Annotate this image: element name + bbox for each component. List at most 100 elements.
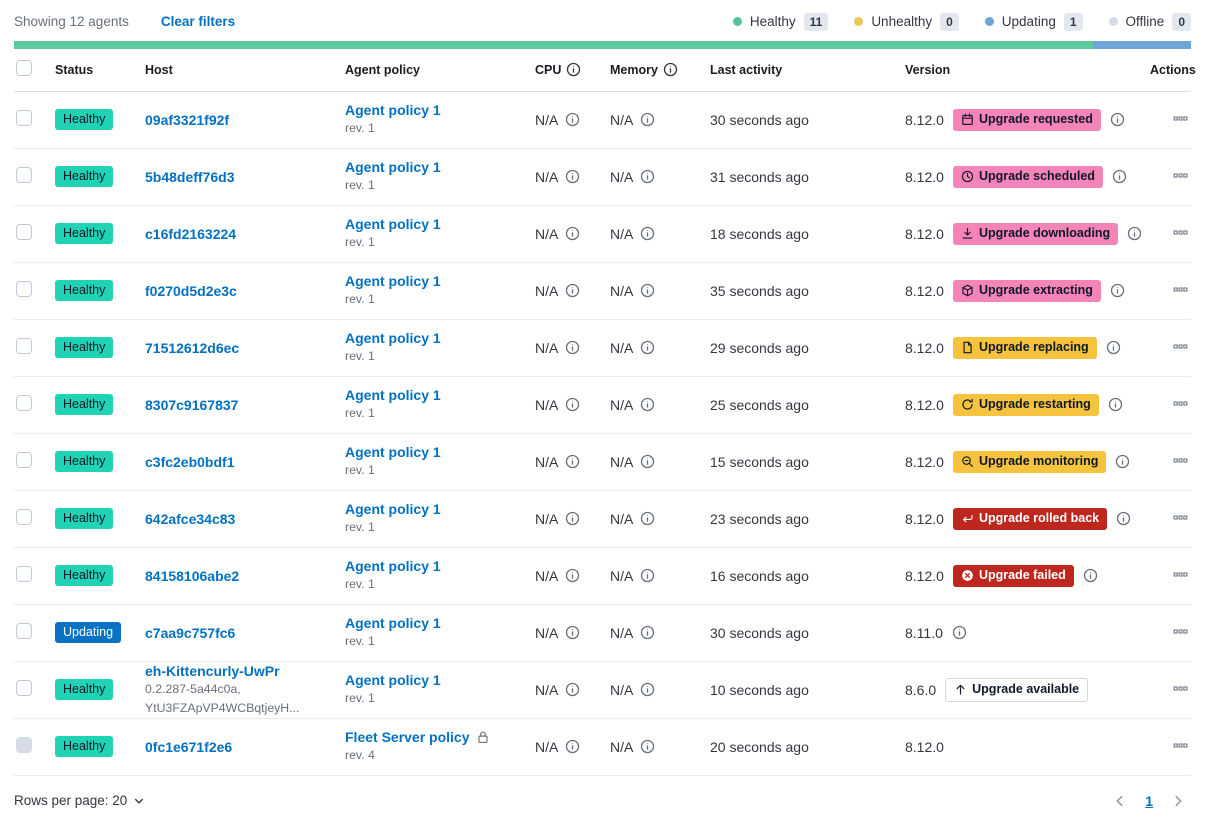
memory-info-icon[interactable] xyxy=(663,62,678,77)
agent-policy-link[interactable]: Agent policy 1 xyxy=(345,558,441,575)
cpu-value-info-icon[interactable] xyxy=(565,226,580,241)
host-link[interactable]: 0fc1e671f2e6 xyxy=(145,738,233,755)
legend-item-updating[interactable]: Updating 1 xyxy=(984,12,1083,31)
row-actions-button[interactable] xyxy=(1173,681,1191,696)
host-link[interactable]: 09af3321f92f xyxy=(145,111,230,128)
host-link[interactable]: eh-Kittencurly-UwPr xyxy=(145,662,280,679)
row-checkbox[interactable] xyxy=(16,509,32,525)
page-number-button[interactable]: 1 xyxy=(1145,792,1153,809)
cpu-value-info-icon[interactable] xyxy=(565,511,580,526)
policy-revision-text: rev. 1 xyxy=(345,235,375,250)
agent-policy-link[interactable]: Agent policy 1 xyxy=(345,102,441,119)
cpu-value-info-icon[interactable] xyxy=(565,682,580,697)
agent-policy-link[interactable]: Agent policy 1 xyxy=(345,330,441,347)
row-checkbox[interactable] xyxy=(16,623,32,639)
row-checkbox[interactable] xyxy=(16,452,32,468)
memory-value-info-icon[interactable] xyxy=(640,454,655,469)
cpu-value-info-icon[interactable] xyxy=(565,397,580,412)
legend-item-offline[interactable]: Offline 0 xyxy=(1108,12,1191,31)
upgrade-details-info-icon[interactable] xyxy=(1116,511,1131,526)
cpu-value-info-icon[interactable] xyxy=(565,112,580,127)
upgrade-details-info-icon[interactable] xyxy=(1110,112,1125,127)
row-checkbox[interactable] xyxy=(16,224,32,240)
memory-value-info-icon[interactable] xyxy=(640,568,655,583)
select-all-checkbox[interactable] xyxy=(16,60,32,77)
agent-policy-link[interactable]: Agent policy 1 xyxy=(345,159,441,176)
memory-value-info-icon[interactable] xyxy=(640,169,655,184)
agent-policy-link[interactable]: Fleet Server policy xyxy=(345,729,470,746)
host-link[interactable]: 8307c9167837 xyxy=(145,396,239,413)
table-row: Healthy 5b48deff76d3 Agent policy 1 rev.… xyxy=(14,148,1191,206)
agent-policy-link[interactable]: Agent policy 1 xyxy=(345,501,441,518)
cpu-value-info-icon[interactable] xyxy=(565,568,580,583)
row-actions-button[interactable] xyxy=(1173,510,1191,525)
rows-per-page-button[interactable]: Rows per page: 20 xyxy=(14,793,145,808)
upgrade-details-info-icon[interactable] xyxy=(1083,568,1098,583)
row-actions-button[interactable] xyxy=(1173,282,1191,297)
legend-item-unhealthy[interactable]: Unhealthy 0 xyxy=(854,12,959,31)
agent-policy-link[interactable]: Agent policy 1 xyxy=(345,444,441,461)
prev-page-button[interactable] xyxy=(1113,794,1127,808)
row-checkbox[interactable] xyxy=(16,167,32,183)
memory-value-info-icon[interactable] xyxy=(640,112,655,127)
cpu-value: N/A xyxy=(535,111,559,128)
memory-value-info-icon[interactable] xyxy=(640,397,655,412)
row-checkbox[interactable] xyxy=(16,680,32,696)
host-link[interactable]: 5b48deff76d3 xyxy=(145,168,235,185)
upgrade-details-info-icon[interactable] xyxy=(1110,283,1125,298)
clear-filters-button[interactable]: Clear filters xyxy=(160,14,236,29)
memory-value-info-icon[interactable] xyxy=(640,226,655,241)
agent-policy-link[interactable]: Agent policy 1 xyxy=(345,672,441,689)
upgrade-details-info-icon[interactable] xyxy=(1127,226,1142,241)
upgrade-details-info-icon[interactable] xyxy=(952,625,967,640)
status-bar-segment-healthy xyxy=(14,41,1093,49)
host-link[interactable]: 642afce34c83 xyxy=(145,510,236,527)
cpu-value-info-icon[interactable] xyxy=(565,283,580,298)
row-actions-button[interactable] xyxy=(1173,339,1191,354)
row-actions-button[interactable] xyxy=(1173,567,1191,582)
row-actions-button[interactable] xyxy=(1173,453,1191,468)
memory-value-info-icon[interactable] xyxy=(640,340,655,355)
row-checkbox[interactable] xyxy=(16,281,32,297)
row-checkbox[interactable] xyxy=(16,395,32,411)
row-checkbox[interactable] xyxy=(16,110,32,126)
row-actions-button[interactable] xyxy=(1173,168,1191,183)
agent-policy-link[interactable]: Agent policy 1 xyxy=(345,273,441,290)
error-icon xyxy=(961,569,974,582)
upgrade-details-info-icon[interactable] xyxy=(1106,340,1121,355)
row-actions-button[interactable] xyxy=(1173,225,1191,240)
host-link[interactable]: f0270d5d2e3c xyxy=(145,282,237,299)
row-actions-button[interactable] xyxy=(1173,738,1191,753)
memory-value-info-icon[interactable] xyxy=(640,283,655,298)
row-checkbox[interactable] xyxy=(16,566,32,582)
upgrade-details-info-icon[interactable] xyxy=(1115,454,1130,469)
cpu-value-info-icon[interactable] xyxy=(565,340,580,355)
agent-policy-link[interactable]: Agent policy 1 xyxy=(345,615,441,632)
host-link[interactable]: c16fd2163224 xyxy=(145,225,237,242)
memory-value-info-icon[interactable] xyxy=(640,739,655,754)
legend-item-healthy[interactable]: Healthy 11 xyxy=(732,12,829,31)
row-actions-button[interactable] xyxy=(1173,111,1191,126)
host-link[interactable]: 84158106abe2 xyxy=(145,567,240,584)
status-badge: Healthy xyxy=(55,166,114,187)
row-actions-button[interactable] xyxy=(1173,396,1191,411)
cpu-value-info-icon[interactable] xyxy=(565,169,580,184)
host-link[interactable]: c7aa9c757fc6 xyxy=(145,624,236,641)
memory-value-info-icon[interactable] xyxy=(640,625,655,640)
version-text: 8.11.0 xyxy=(905,624,943,641)
memory-value-info-icon[interactable] xyxy=(640,682,655,697)
cpu-value-info-icon[interactable] xyxy=(565,739,580,754)
agent-policy-link[interactable]: Agent policy 1 xyxy=(345,387,441,404)
row-checkbox[interactable] xyxy=(16,338,32,354)
upgrade-details-info-icon[interactable] xyxy=(1108,397,1123,412)
upgrade-details-info-icon[interactable] xyxy=(1112,169,1127,184)
host-link[interactable]: 71512612d6ec xyxy=(145,339,240,356)
host-link[interactable]: c3fc2eb0bdf1 xyxy=(145,453,235,470)
row-actions-button[interactable] xyxy=(1173,624,1191,639)
memory-value-info-icon[interactable] xyxy=(640,511,655,526)
agent-policy-link[interactable]: Agent policy 1 xyxy=(345,216,441,233)
cpu-value-info-icon[interactable] xyxy=(565,625,580,640)
cpu-value-info-icon[interactable] xyxy=(565,454,580,469)
next-page-button[interactable] xyxy=(1171,794,1185,808)
cpu-info-icon[interactable] xyxy=(566,62,581,77)
